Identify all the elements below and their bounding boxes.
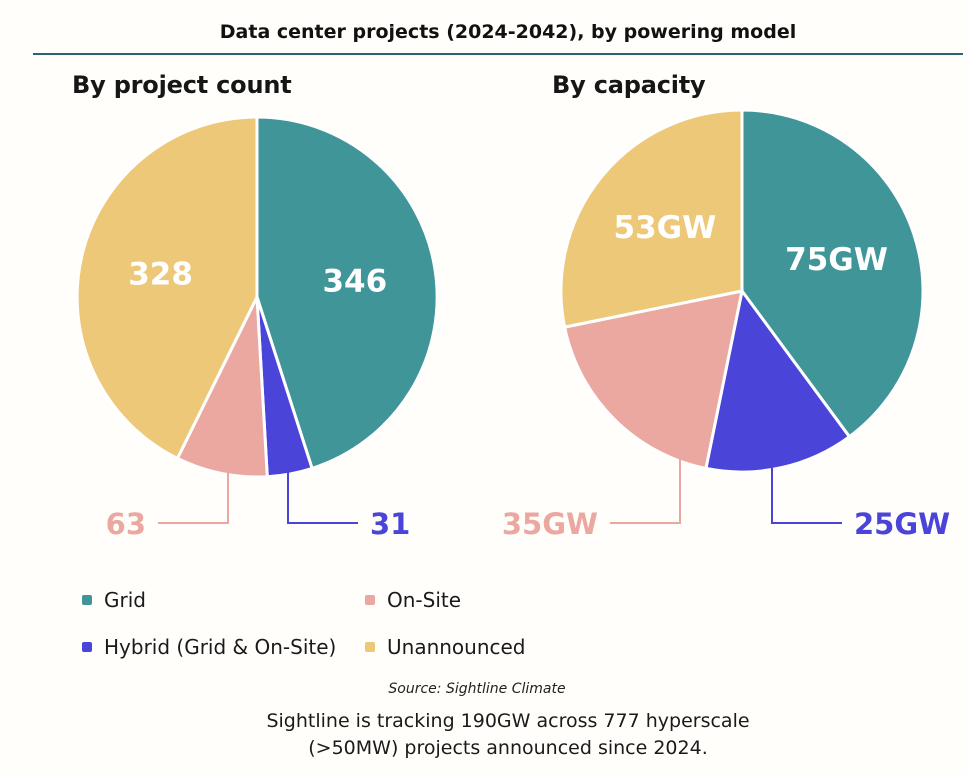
callout-value-label-on-site: 35GW [502,507,598,541]
pie-slice-grid [740,108,925,439]
legend-item-onsite: On-Site [365,588,526,635]
callout-line-on-site [158,470,229,524]
slice-value-label-unannounced: 53GW [614,210,717,246]
legend-swatch-hybrid [82,642,92,652]
legend-item-unannounced: Unannounced [365,635,526,682]
callout-value-label-hybrid-grid-on-site: 31 [370,507,410,541]
callout-value-label-on-site: 63 [106,507,146,541]
callout-line-on-site [610,457,681,524]
source-note: Source: Sightline Climate [388,681,566,697]
legend-label-hybrid: Hybrid (Grid & On-Site) [104,635,337,659]
title-underline [33,53,963,55]
pie-slice-unannounced [75,115,259,460]
pie-slice-on-site [175,295,269,479]
pie-slice-grid [255,115,439,470]
summary-caption: Sightline is tracking 190GW across 777 h… [50,708,966,762]
slice-value-label-grid: 75GW [785,242,888,278]
right-chart-title: By capacity [552,71,706,99]
callout-line-hybrid-grid-on-site [287,470,358,524]
legend-item-grid: Grid [82,588,365,635]
legend-item-hybrid: Hybrid (Grid & On-Site) [82,635,365,682]
pie-slice-unannounced [559,108,744,329]
legend-swatch-grid [82,595,92,605]
legend-swatch-onsite [365,595,375,605]
pie-slice-hybrid-grid-on-site [704,289,851,474]
pie-slice-on-site [563,289,744,470]
legend-label-onsite: On-Site [387,588,462,612]
pie-chart-by-capacity: 75GW 25GW 35GW 53GW [502,108,950,541]
legend: Grid On-Site Hybrid (Grid & On-Site) Una… [82,588,526,682]
legend-label-grid: Grid [104,588,146,612]
summary-caption-line1: Sightline is tracking 190GW across 777 h… [266,710,750,732]
slice-value-label-unannounced: 328 [128,257,193,293]
page-title: Data center projects (2024-2042), by pow… [219,21,797,43]
left-chart-title: By project count [72,71,292,99]
summary-caption-line2: (>50MW) projects announced since 2024. [308,737,708,759]
callout-line-hybrid-grid-on-site [771,465,842,524]
slice-value-label-grid: 346 [322,264,387,300]
legend-swatch-unannounced [365,642,375,652]
legend-label-unannounced: Unannounced [387,635,526,659]
pie-chart-by-project-count: 346 31 63 328 [75,115,439,541]
callout-value-label-hybrid-grid-on-site: 25GW [854,507,950,541]
